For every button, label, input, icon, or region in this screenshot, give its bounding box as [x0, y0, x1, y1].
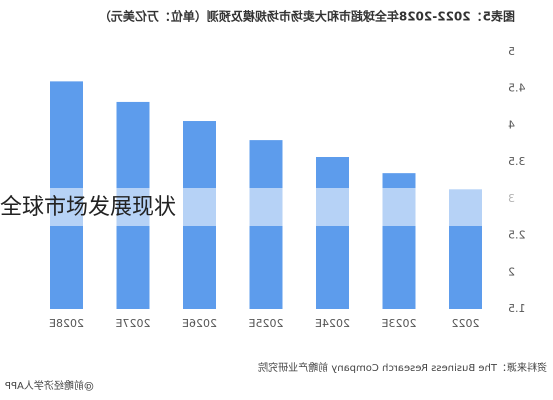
y-tick-label: 4	[508, 118, 515, 131]
x-tick-label: 2026E	[182, 317, 217, 330]
bar	[316, 157, 349, 309]
x-tick-label: 2024E	[315, 317, 350, 330]
y-tick-label: 3.5	[508, 155, 526, 168]
y-tick-label: 5	[508, 45, 515, 58]
y-tick-label: 2.5	[508, 229, 526, 242]
source: 资料来源：The Business Research Company 前瞻产业研…	[258, 361, 547, 374]
overlay-text: 全球市场发展现状	[0, 195, 176, 220]
x-tick-label: 2025E	[248, 317, 283, 330]
y-tick-label: 2	[508, 265, 515, 278]
overlay-band	[0, 188, 553, 226]
watermark: @前瞻经济学人APP	[5, 379, 94, 392]
x-tick-label: 2027E	[115, 317, 150, 330]
chart-title: 图表5：2022-2028年全球超市和大卖场市场规模及预测（单位：万亿美元）	[99, 9, 515, 24]
y-tick-label: 4.5	[508, 82, 526, 95]
y-tick-label: 1.5	[508, 302, 526, 315]
x-tick-label: 2022	[452, 317, 480, 330]
x-tick-label: 2028E	[49, 317, 84, 330]
x-tick-label: 2023E	[381, 317, 416, 330]
